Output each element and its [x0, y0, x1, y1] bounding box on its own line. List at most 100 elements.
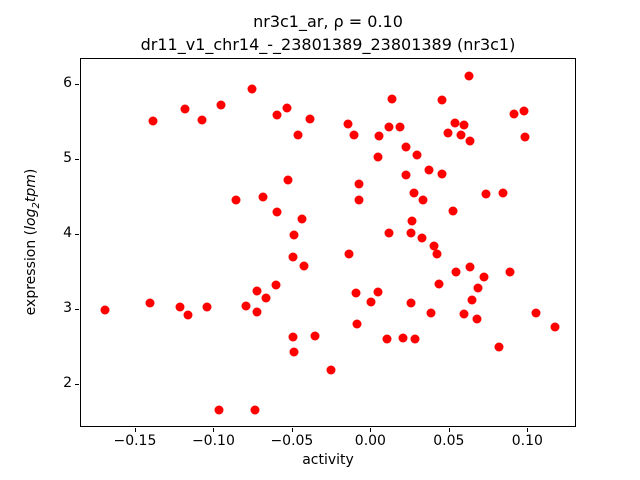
scatter-point	[250, 405, 260, 415]
scatter-point	[261, 293, 271, 303]
scatter-point	[437, 95, 447, 105]
scatter-point	[481, 189, 491, 199]
scatter-point	[531, 308, 541, 318]
scatter-point	[424, 165, 434, 175]
scatter-point	[417, 233, 427, 243]
scatter-point	[550, 322, 560, 332]
scatter-point	[494, 342, 504, 352]
y-axis-label-subscript: 2	[30, 202, 42, 209]
scatter-point	[354, 195, 364, 205]
y-tick-mark	[75, 159, 79, 161]
y-tick-mark	[75, 308, 79, 310]
x-tick-mark	[213, 428, 215, 432]
x-tick-mark	[291, 428, 293, 432]
scatter-point	[175, 302, 185, 312]
scatter-point	[519, 106, 529, 116]
scatter-point	[183, 310, 193, 320]
scatter-point	[472, 314, 482, 324]
scatter-point	[465, 136, 475, 146]
scatter-point	[214, 405, 224, 415]
scatter-point	[398, 333, 408, 343]
y-axis-label-close: )	[23, 168, 39, 175]
scatter-point	[299, 261, 309, 271]
scatter-point	[247, 84, 257, 94]
scatter-point	[467, 295, 477, 305]
scatter-point	[409, 188, 419, 198]
x-tick-label: 0.00	[354, 433, 386, 449]
scatter-point	[352, 319, 362, 329]
scatter-point	[100, 305, 110, 315]
scatter-point	[384, 228, 394, 238]
x-axis-label: activity	[302, 452, 354, 468]
scatter-point	[351, 288, 361, 298]
y-tick-mark	[75, 84, 79, 86]
scatter-point	[289, 230, 299, 240]
scatter-point	[272, 207, 282, 217]
scatter-point	[310, 331, 320, 341]
x-tick-mark	[370, 428, 372, 432]
scatter-point	[258, 192, 268, 202]
plot-area	[80, 58, 576, 427]
scatter-point	[297, 214, 307, 224]
scatter-point	[520, 132, 530, 142]
scatter-point	[180, 104, 190, 114]
scatter-point	[197, 115, 207, 125]
scatter-point	[305, 114, 315, 124]
scatter-point	[406, 228, 416, 238]
x-tick-mark	[134, 428, 136, 432]
scatter-point	[434, 279, 444, 289]
x-tick-mark	[448, 428, 450, 432]
scatter-point	[366, 297, 376, 306]
scatter-point	[374, 131, 384, 141]
scatter-point	[288, 252, 298, 262]
scatter-point	[401, 170, 411, 180]
x-tick-label: −0.15	[113, 433, 157, 449]
scatter-point	[448, 206, 458, 216]
scatter-point	[395, 122, 405, 132]
x-tick-label: 0.10	[511, 433, 543, 449]
y-tick-label: 2	[63, 374, 72, 391]
scatter-point	[216, 100, 226, 110]
scatter-point	[271, 280, 281, 290]
scatter-point	[282, 103, 292, 113]
x-tick-label: −0.05	[270, 433, 314, 449]
y-axis-label-math-tail: tpm	[23, 174, 39, 203]
x-tick-label: 0.05	[433, 433, 465, 449]
scatter-point	[450, 118, 460, 128]
scatter-point	[354, 179, 364, 189]
scatter-point	[272, 110, 282, 120]
scatter-point	[326, 365, 336, 375]
y-axis-label-prefix: expression (	[23, 229, 39, 316]
chart-title-line2: dr11_v1_chr14_-_23801389_23801389 (nr3c1…	[140, 35, 516, 54]
scatter-point	[344, 249, 354, 259]
scatter-point	[373, 152, 383, 162]
scatter-point	[418, 195, 428, 205]
scatter-point	[432, 249, 442, 259]
chart-title-line1: nr3c1_ar, ρ = 0.10	[253, 12, 403, 31]
y-tick-label: 4	[63, 224, 72, 241]
scatter-point	[401, 142, 411, 152]
scatter-point	[293, 130, 303, 140]
scatter-point	[473, 283, 483, 293]
scatter-point	[343, 119, 353, 129]
y-tick-mark	[75, 233, 79, 235]
scatter-point	[387, 94, 397, 104]
scatter-point	[505, 267, 514, 277]
scatter-point	[459, 120, 469, 130]
x-tick-label: −0.10	[191, 433, 235, 449]
scatter-point	[406, 298, 416, 308]
scatter-point	[382, 334, 392, 344]
scatter-point	[288, 332, 298, 342]
scatter-point	[241, 301, 251, 311]
scatter-point	[289, 347, 299, 357]
scatter-point	[479, 272, 489, 282]
chart-title: nr3c1_ar, ρ = 0.10 dr11_v1_chr14_-_23801…	[80, 10, 576, 56]
y-tick-mark	[75, 383, 79, 385]
scatter-point	[231, 195, 241, 205]
y-axis-label: expression (log2tpm)	[23, 92, 43, 392]
scatter-point	[459, 309, 469, 319]
y-tick-label: 3	[63, 299, 72, 316]
scatter-point	[426, 308, 436, 318]
scatter-point	[373, 287, 383, 297]
